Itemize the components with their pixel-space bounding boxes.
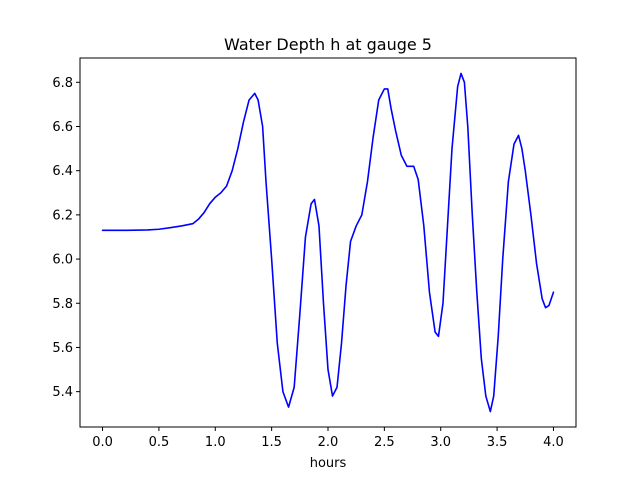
y-tick-label: 6.0 <box>52 253 73 268</box>
x-tick-label: 1.0 <box>205 435 226 450</box>
y-tick-label: 6.2 <box>52 208 73 223</box>
y-tick-label: 6.8 <box>52 76 73 91</box>
y-tick-label: 6.4 <box>52 164 73 179</box>
x-tick-label: 3.0 <box>430 435 451 450</box>
plot-area-frame <box>79 57 577 428</box>
series-line-0 <box>101 72 555 413</box>
x-axis-label: hours <box>310 456 347 471</box>
x-tick-label: 4.0 <box>543 435 564 450</box>
y-tick-label: 5.6 <box>52 341 73 356</box>
x-tick-label: 0.5 <box>149 435 170 450</box>
series-layer <box>101 72 555 413</box>
y-tick-label: 6.6 <box>52 120 73 135</box>
x-tick-label: 1.5 <box>261 435 282 450</box>
x-axis-ticks: 0.0 0.5 1.0 1.5 2.0 2.5 3.0 3.5 4.0 <box>92 427 564 450</box>
x-tick-label: 2.5 <box>374 435 395 450</box>
chart-title: Water Depth h at gauge 5 <box>224 35 432 54</box>
y-axis-ticks: 5.4 5.6 5.8 6.0 6.2 6.4 6.6 6.8 <box>52 76 80 400</box>
y-tick-label: 5.4 <box>52 385 73 400</box>
x-tick-label: 2.0 <box>318 435 339 450</box>
x-tick-label: 0.0 <box>92 435 113 450</box>
x-tick-label: 3.5 <box>487 435 508 450</box>
y-tick-label: 5.8 <box>52 297 73 312</box>
